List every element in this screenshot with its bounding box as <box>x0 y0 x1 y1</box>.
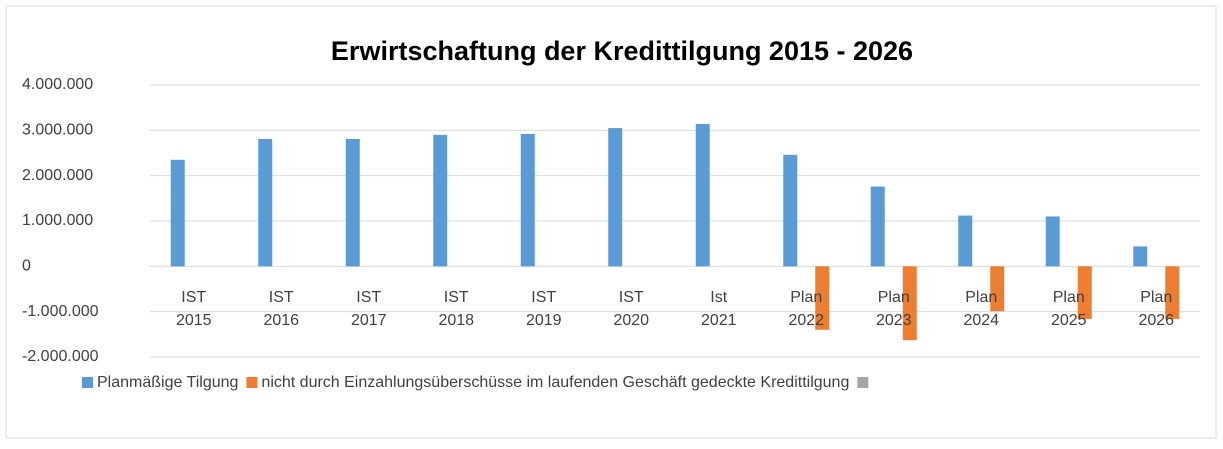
bar <box>345 138 360 267</box>
bar <box>258 138 273 267</box>
legend-label: nicht durch Einzahlungsüberschüsse im la… <box>261 374 849 391</box>
x-tick-label: IST 2018 <box>438 289 474 329</box>
x-tick-label: Plan 2022 <box>788 289 824 329</box>
bar <box>695 123 710 267</box>
x-tick-label: IST 2019 <box>526 289 562 329</box>
y-tick-label: -2.000.000 <box>22 348 99 365</box>
bar <box>902 266 917 341</box>
legend-swatch <box>82 377 93 388</box>
x-tick-label: IST 2015 <box>176 289 212 329</box>
bar <box>520 133 535 267</box>
bar <box>1165 266 1180 319</box>
x-tick-label: IST 2017 <box>351 289 387 329</box>
bar <box>1045 216 1060 267</box>
legend-swatch <box>246 377 258 388</box>
bar <box>170 159 185 267</box>
x-tick-label: Ist 2021 <box>701 289 737 329</box>
y-tick-label: 4.000.000 <box>22 76 93 93</box>
y-tick-label: 1.000.000 <box>22 212 93 229</box>
y-tick-label: 0 <box>22 258 31 275</box>
bar <box>608 128 623 267</box>
chart-title: Erwirtschaftung der Kredittilgung 2015 -… <box>331 36 913 66</box>
bar <box>815 266 830 330</box>
x-tick-label: IST 2020 <box>613 289 649 329</box>
bar <box>990 266 1005 312</box>
x-tick-label: Plan 2025 <box>1051 289 1087 329</box>
x-tick-label: IST 2016 <box>263 289 299 329</box>
x-tick-label: Plan 2023 <box>876 289 912 329</box>
x-tick-label: Plan 2024 <box>963 289 999 329</box>
bar <box>1077 266 1092 319</box>
y-tick-label: 2.000.000 <box>22 167 93 184</box>
bar <box>958 215 973 267</box>
legend-swatch <box>857 377 869 388</box>
bar <box>783 154 798 267</box>
bar <box>433 134 448 267</box>
bar <box>1133 246 1148 267</box>
y-tick-label: 3.000.000 <box>22 122 93 139</box>
y-tick-label: -1.000.000 <box>22 303 99 320</box>
bar <box>870 186 885 267</box>
legend-label: Planmäßige Tilgung <box>97 374 238 391</box>
x-tick-label: Plan 2026 <box>1138 289 1174 329</box>
